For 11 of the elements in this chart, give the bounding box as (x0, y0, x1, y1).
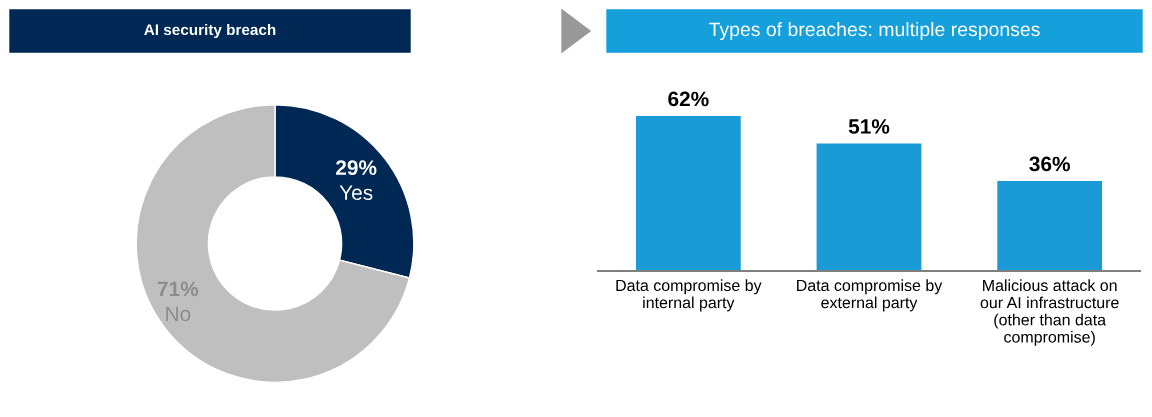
data-label: 36% (1029, 156, 1070, 172)
data-label: 29% (336, 160, 377, 176)
x-tick-label: Malicious attack on our AI infrastructure (other than data compromise) (980, 279, 1119, 346)
slice-label: Yes (339, 185, 373, 201)
x-tick-label: Data compromise by external party (797, 279, 943, 312)
data-label: 51% (848, 119, 890, 134)
data-label: 62% (668, 91, 709, 107)
chart-title: Types of breaches: multiple responses (709, 21, 1040, 41)
x-tick-label: Data compromise by internal party (616, 279, 762, 312)
chart-title: AI security breach (144, 23, 276, 39)
donut-slice (135, 104, 411, 383)
